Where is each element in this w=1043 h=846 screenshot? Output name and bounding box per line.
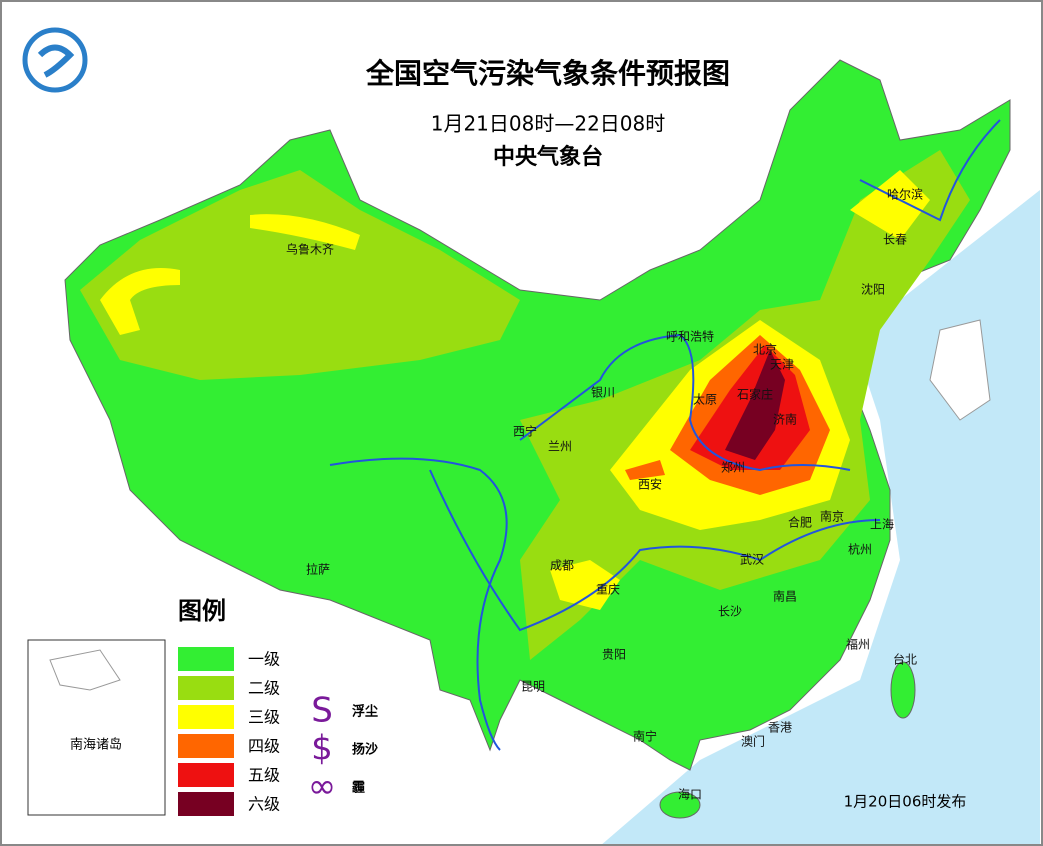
city-label: 贵阳 <box>602 648 626 662</box>
city-label: 澳门 <box>741 734 765 749</box>
legend-label: 三级 <box>248 708 280 727</box>
issuer: 中央气象台 <box>493 144 603 170</box>
hainan <box>659 791 701 819</box>
korea <box>929 319 991 421</box>
level-3-area <box>100 268 180 335</box>
city-label: 天津 <box>770 358 794 372</box>
city-label: 杭州 <box>848 542 872 557</box>
legend-label: 五级 <box>248 766 280 785</box>
city-label: 太原 <box>693 392 717 407</box>
legend-symbol: ∞ <box>308 767 336 807</box>
legend-symbol: $ <box>311 729 333 769</box>
level-6-area <box>725 350 785 460</box>
city-label: 沈阳 <box>861 282 885 297</box>
city-label: 西宁 <box>513 424 537 439</box>
legend-label: 一级 <box>248 650 280 669</box>
city-label: 长春 <box>883 233 907 247</box>
city-label: 南京 <box>820 509 844 524</box>
city-label: 拉萨 <box>306 562 330 577</box>
level-4-area <box>625 460 665 480</box>
city-label: 福州 <box>846 637 870 652</box>
legend-swatch <box>178 676 234 700</box>
legend-swatch <box>178 647 234 671</box>
inset-label: 南海诸岛 <box>70 737 122 753</box>
level-2-area <box>80 170 520 380</box>
city-label: 长沙 <box>718 605 742 619</box>
city-label: 南宁 <box>633 729 657 744</box>
city-label: 济南 <box>773 412 797 427</box>
legend-title: 图例 <box>178 597 226 625</box>
taiwan <box>890 661 916 719</box>
subtitle: 1月21日08时—22日08时 <box>431 112 666 136</box>
title: 全国空气污染气象条件预报图 <box>365 57 730 90</box>
legend-swatch <box>178 734 234 758</box>
city-label: 海口 <box>678 787 702 802</box>
city-label: 南昌 <box>773 589 797 604</box>
level-3-area <box>550 560 620 610</box>
legend-symbol-label: 霾 <box>352 781 365 796</box>
legend-symbol-label: 浮尘 <box>352 704 378 720</box>
level-3-area <box>250 214 360 250</box>
sea <box>600 190 1040 846</box>
legend-symbol: S <box>311 691 333 731</box>
city-label: 呼和浩特 <box>666 329 714 344</box>
city-label: 郑州 <box>721 460 745 475</box>
city-label: 石家庄 <box>737 387 773 402</box>
logo <box>22 27 88 93</box>
city-label: 武汉 <box>740 553 764 567</box>
legend-label: 二级 <box>248 679 280 698</box>
inset-land <box>49 649 121 691</box>
city-label: 上海 <box>870 517 894 532</box>
legend-swatch <box>178 763 234 787</box>
city-label: 北京 <box>753 343 777 357</box>
logo-mark <box>37 44 75 78</box>
city-label: 哈尔滨 <box>887 187 923 202</box>
city-label: 乌鲁木齐 <box>286 242 334 257</box>
legend-label: 四级 <box>248 737 280 756</box>
city-label: 昆明 <box>521 680 545 694</box>
city-label: 西安 <box>638 477 662 492</box>
city-label: 银川 <box>591 386 615 400</box>
city-label: 兰州 <box>548 440 572 454</box>
river <box>859 119 1001 222</box>
city-label: 成都 <box>550 559 574 573</box>
release-note: 1月20日06时发布 <box>844 793 967 811</box>
legend-swatch <box>178 705 234 729</box>
legend-label: 六级 <box>248 795 280 814</box>
level-3-area <box>850 170 930 240</box>
city-label: 香港 <box>768 721 792 735</box>
city-label: 合肥 <box>788 515 812 530</box>
legend-symbol-label: 扬沙 <box>352 742 378 758</box>
city-label: 重庆 <box>596 583 620 597</box>
city-label: 台北 <box>893 652 917 667</box>
river <box>329 333 881 751</box>
legend-swatch <box>178 792 234 816</box>
